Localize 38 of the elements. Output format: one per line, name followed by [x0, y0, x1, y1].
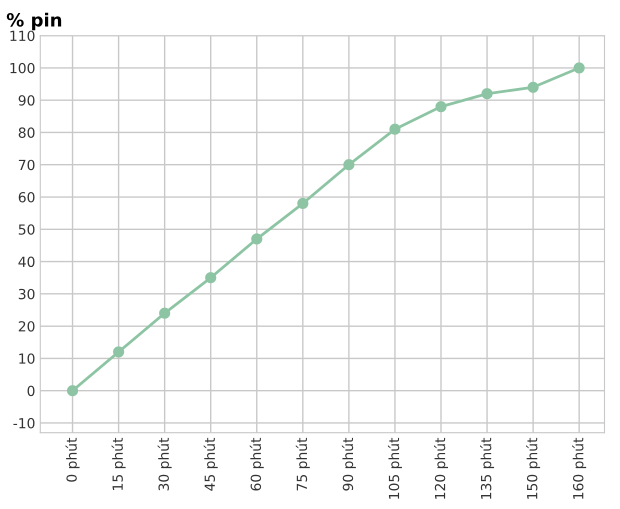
x-tick-label: 0 phút — [66, 438, 80, 482]
y-tick-label: 10 — [19, 353, 35, 364]
point — [389, 124, 400, 135]
point — [113, 346, 124, 358]
y-tick-label: 110 — [10, 30, 35, 42]
point — [205, 272, 216, 284]
point — [251, 233, 262, 245]
y-tick-label: 20 — [18, 321, 35, 332]
x-tick-label: 135 phút — [480, 438, 494, 499]
y-tick-label: 70 — [18, 160, 35, 170]
x-tick-label: 150 phút — [526, 438, 540, 499]
point — [435, 101, 447, 112]
point — [528, 82, 539, 93]
y-tick-label: -10 — [13, 418, 35, 428]
point — [343, 159, 354, 170]
x-tick-label: 45 phút — [204, 438, 218, 491]
y-tick-label: 50 — [18, 224, 35, 235]
x-tick-label: 90 phút — [342, 438, 356, 491]
x-tick-label: 15 phút — [112, 438, 126, 490]
point — [574, 62, 585, 74]
x-tick-label: 105 phút — [388, 438, 402, 499]
x-tick-label: 120 phút — [434, 438, 448, 499]
x-tick-label: 60 phút — [250, 438, 264, 490]
x-tick-label: 30 phút — [158, 438, 172, 490]
x-tick-label: 75 phút — [296, 438, 310, 490]
point — [66, 385, 78, 396]
y-tick-label: 30 — [18, 288, 35, 300]
y-tick-label: 80 — [18, 127, 35, 138]
point — [297, 198, 308, 210]
point — [482, 88, 493, 100]
point — [159, 308, 170, 319]
y-tick-label: 0 — [28, 386, 35, 396]
y-tick-label: 100 — [10, 62, 35, 74]
y-axis-title: % pin — [6, 12, 62, 30]
y-tick-label: 60 — [18, 192, 35, 202]
y-tick-label: 90 — [18, 95, 35, 106]
y-tick-label: 40 — [18, 256, 35, 268]
x-tick-label: 160 phút — [572, 438, 586, 499]
